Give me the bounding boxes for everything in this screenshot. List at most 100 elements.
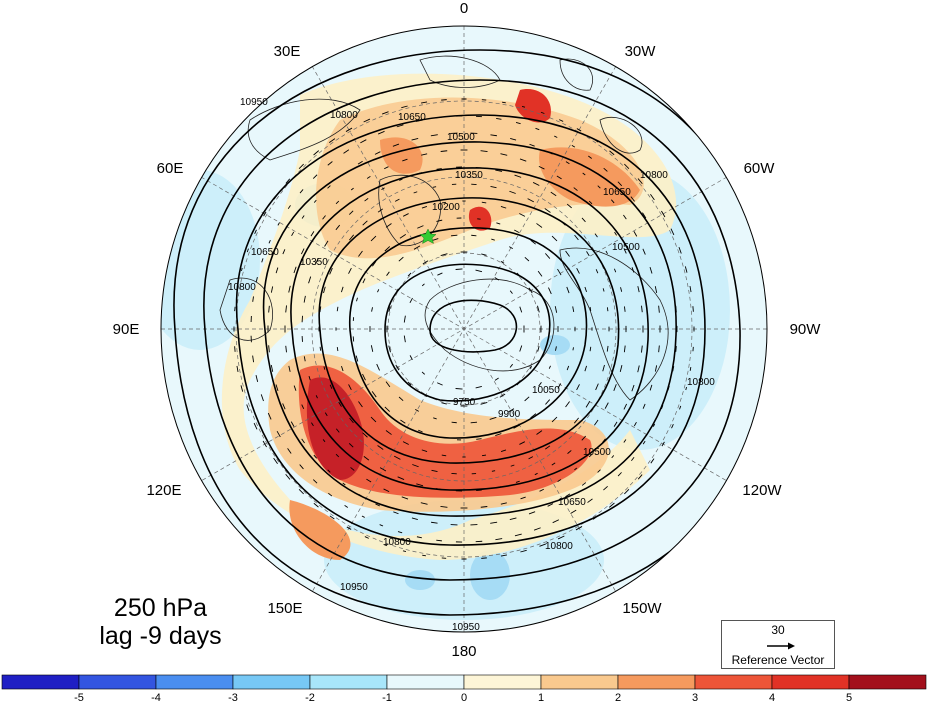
wind-vector (301, 404, 305, 409)
wind-vector (407, 272, 412, 277)
wind-vector (617, 472, 622, 477)
wind-vector (587, 498, 593, 503)
colorbar-swatch (1, 674, 80, 690)
contour-label: 10200 (432, 202, 460, 213)
lon-label-0: 0 (460, 0, 468, 17)
wind-vector (313, 502, 319, 508)
wind-vector (348, 384, 352, 391)
colorbar: -5 -4 -3 -2 -1 0 1 2 3 4 5 (1, 674, 927, 702)
wind-vector (650, 193, 655, 201)
wind-vector (496, 486, 502, 489)
wind-vector (613, 421, 618, 427)
wind-vector (658, 305, 660, 313)
wind-vector (593, 138, 599, 143)
wind-vector (273, 194, 278, 200)
wind-vector (557, 535, 565, 540)
wind-vector (631, 456, 635, 462)
wind-vector (689, 285, 692, 293)
wind-vector (270, 364, 274, 372)
wind-vector (481, 454, 487, 457)
wind-vector (285, 345, 287, 353)
wind-vector (642, 440, 646, 445)
wind-vector (661, 405, 664, 409)
wind-vector (327, 161, 333, 166)
wind-vector (262, 440, 267, 448)
wind-vector (381, 187, 385, 190)
wind-vector (475, 269, 483, 273)
wind-vector (548, 365, 551, 369)
wind-vector (520, 549, 527, 553)
wind-vector (499, 393, 506, 398)
wind-vector (551, 235, 558, 242)
wind-vector (402, 441, 409, 445)
wind-vector (287, 448, 292, 454)
wind-vector (370, 345, 374, 352)
wind-vector (362, 432, 368, 438)
wind-vector (617, 181, 623, 187)
lon-label-120e: 120E (146, 482, 181, 499)
contour-label: 10950 (340, 582, 368, 593)
wind-vector (500, 205, 507, 209)
wind-vector (576, 267, 580, 274)
wind-vector (313, 199, 317, 203)
wind-vector (649, 267, 653, 274)
wind-vector (364, 536, 369, 539)
wind-vector (252, 355, 255, 363)
wind-vector (637, 178, 643, 185)
wind-vector (610, 199, 615, 204)
wind-vector (595, 383, 599, 391)
wind-vector (519, 213, 526, 217)
wind-vector (392, 143, 400, 147)
wind-vector (436, 168, 442, 170)
wind-vector (422, 554, 426, 557)
wind-vector (287, 205, 291, 209)
wind-vector (240, 385, 244, 392)
wind-vector (340, 286, 344, 293)
wind-vector (652, 423, 656, 427)
wind-vector (667, 266, 671, 274)
wind-vector (450, 234, 458, 237)
wind-vector (537, 346, 540, 352)
wind-vector (623, 306, 626, 312)
wind-vector (435, 488, 443, 491)
wind-vector (255, 374, 259, 382)
wind-vector (672, 366, 675, 372)
wind-vector (496, 222, 501, 225)
wind-vector (475, 385, 482, 389)
wind-vector (312, 174, 318, 179)
wind-vector (637, 365, 640, 373)
wind-vector (268, 239, 271, 244)
colorbar-swatch (694, 674, 773, 690)
wind-vector (268, 345, 270, 353)
wind-vector (560, 220, 566, 226)
wind-vector (547, 151, 553, 155)
wind-vector (440, 253, 448, 256)
wind-vector (236, 287, 239, 291)
wind-vector (377, 130, 385, 135)
contour-label: 10800 (640, 170, 668, 181)
wind-vector (441, 201, 447, 204)
wind-vector (402, 213, 409, 217)
wind-vector (557, 383, 562, 389)
wind-vector (689, 367, 692, 371)
wind-vector (528, 511, 536, 515)
wind-vector (494, 277, 500, 281)
wind-vector (329, 267, 333, 275)
wind-vector (421, 283, 425, 287)
wind-vector (276, 430, 281, 438)
contour-label: 10050 (532, 385, 560, 396)
wind-vector (570, 509, 577, 514)
wind-vector (379, 467, 387, 472)
wind-vector (685, 386, 687, 391)
wind-vector (589, 346, 592, 352)
wind-vector (667, 385, 670, 391)
colorbar-tick-label: 5 (846, 692, 852, 702)
wind-vector (603, 485, 608, 491)
wind-vector (422, 260, 429, 265)
wind-vector (417, 172, 422, 175)
wind-vector (398, 256, 404, 262)
wind-vector (572, 347, 574, 351)
wind-vector (379, 524, 384, 527)
wind-vector (308, 276, 312, 284)
